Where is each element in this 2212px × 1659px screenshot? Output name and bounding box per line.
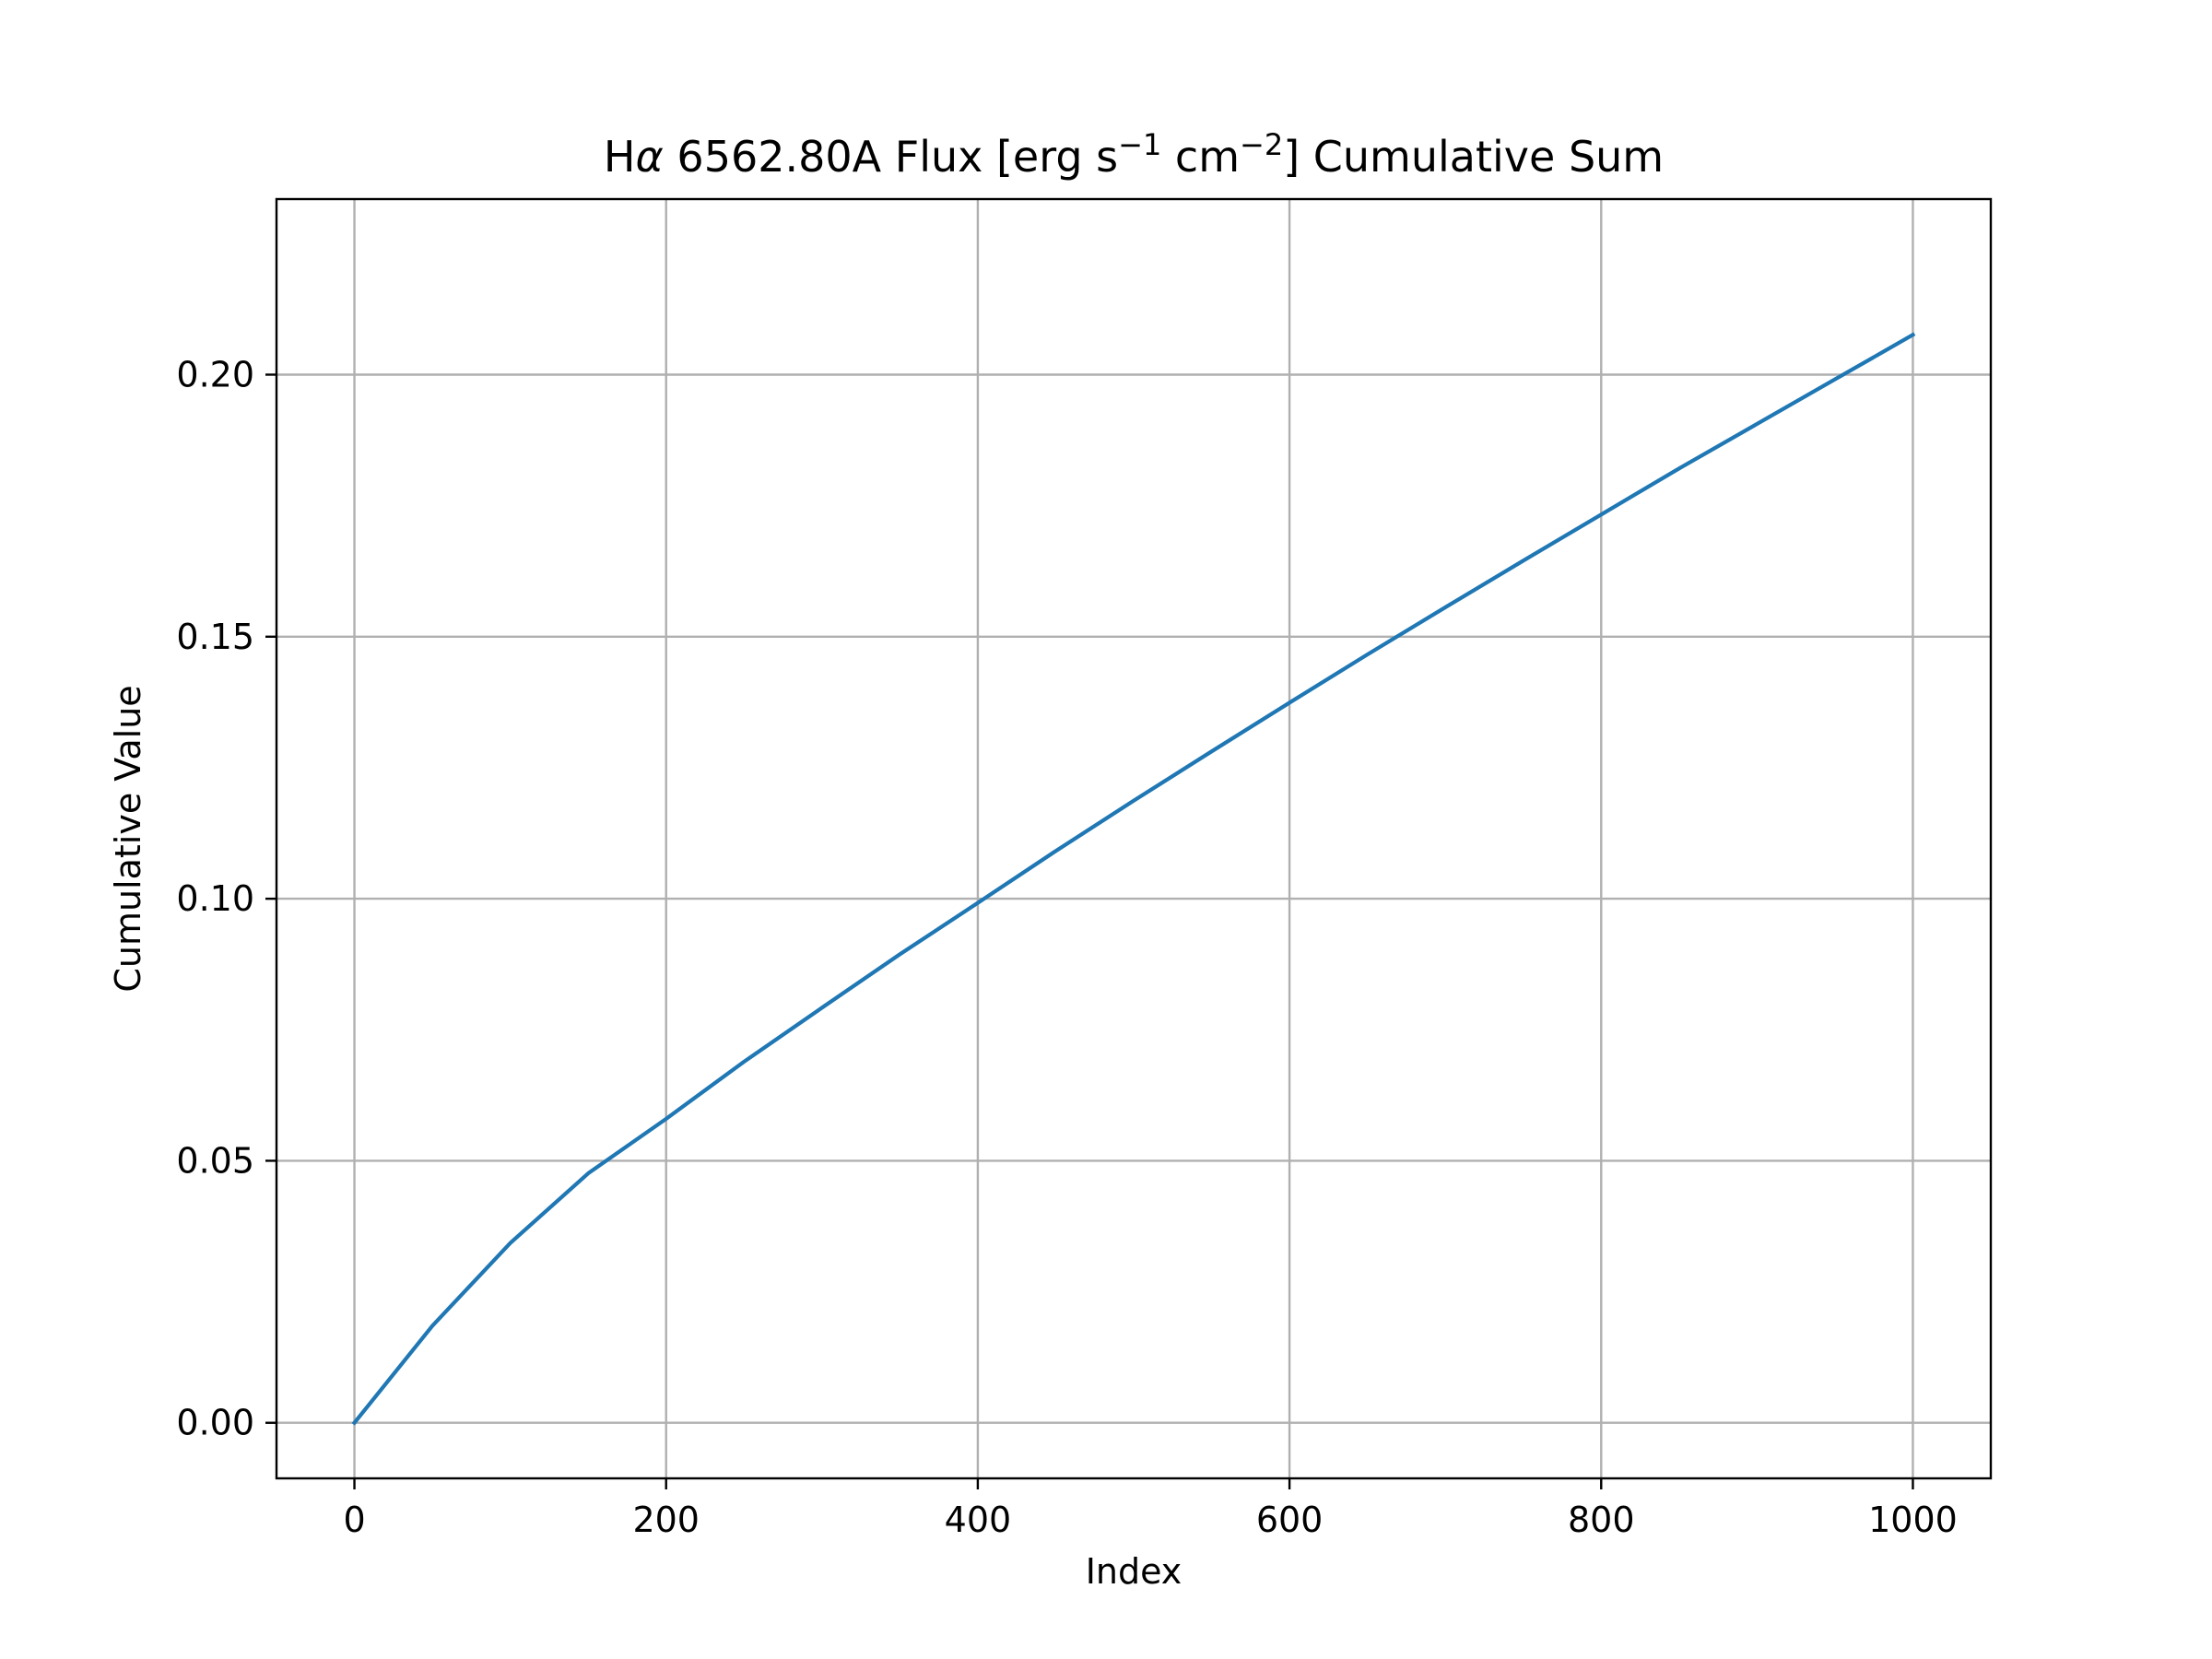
x-axis-label: Index [1086, 1551, 1182, 1592]
y-tick-label: 0.00 [176, 1403, 254, 1443]
chart-title: Hα 6562.80A Flux [erg s−1 cm−2] Cumulati… [604, 127, 1664, 182]
x-tick-label: 400 [945, 1500, 1012, 1540]
y-axis-label: Cumulative Value [108, 685, 148, 992]
grid-lines [276, 199, 1991, 1478]
x-axis-ticks: 0 200 400 600 800 1000 [343, 1478, 1958, 1540]
plot-area-frame [275, 197, 1993, 1480]
x-tick-label: 200 [632, 1500, 700, 1540]
series-line-cumulative-sum [351, 332, 1916, 1426]
series-layer [351, 332, 1916, 1426]
x-tick-label: 0 [343, 1500, 365, 1540]
y-tick-label: 0.20 [176, 354, 254, 394]
y-tick-label: 0.05 [176, 1140, 254, 1181]
y-axis-ticks: 0.00 0.05 0.10 0.15 0.20 [176, 354, 276, 1443]
y-tick-label: 0.15 [176, 617, 254, 657]
x-tick-label: 800 [1568, 1500, 1635, 1540]
x-tick-label: 1000 [1868, 1500, 1958, 1540]
y-tick-label: 0.10 [176, 878, 254, 919]
x-tick-label: 600 [1256, 1500, 1324, 1540]
